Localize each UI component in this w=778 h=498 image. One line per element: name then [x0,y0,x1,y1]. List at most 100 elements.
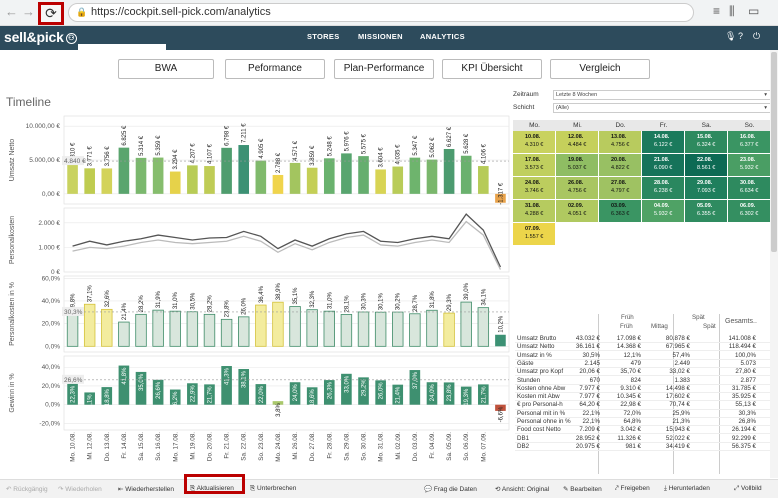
calendar-cell[interactable]: 14.08. 6.122 € [642,131,685,154]
help-icon[interactable]: ? [738,31,744,41]
tab-kpi-uebersicht[interactable]: KPI Übersicht [442,59,542,79]
x-tick-label: Mi. 12.08. [87,432,94,460]
fullscreen-button[interactable]: ⤢ Vollbild [734,485,762,492]
view-original-button[interactable]: ⟲ Ansicht: Original [495,486,550,493]
back-arrow-icon[interactable]: ← [5,4,18,19]
tab-vergleich[interactable]: Vergleich [550,59,650,79]
calendar-cell[interactable]: 20.08. 4.822 € [599,154,642,177]
y-tick-label: 10.000,00 € [26,123,61,130]
zeitraum-label: Zeitraum [513,91,539,98]
calendar-cell[interactable]: 13.08. 4.756 € [599,131,642,154]
data-label: 26,0% [242,297,248,315]
table-group-header: Früh Spät [515,314,775,324]
calendar-cell[interactable]: 07.09. 1.557 € [513,223,556,246]
ask-data-button[interactable]: 💬 Frag die Daten [424,486,477,493]
cell-value: 6.090 € [654,165,673,171]
tab-performance[interactable]: Peformance [225,59,325,79]
cell-value: 35.925 € [731,393,756,401]
undo-button[interactable]: ↶ Rückgängig [6,486,48,493]
cell-value: 67.965 € [665,343,690,351]
calendar-cell[interactable]: 19.08. 5.037 € [556,154,599,177]
nav-stores[interactable]: STORES [307,32,340,41]
calendar-cell[interactable]: 24.08. 3.746 € [513,177,556,200]
calendar-cell[interactable]: 29.08. 7.093 € [685,177,728,200]
refresh-button[interactable]: ⎘ Aktualisieren [190,485,234,492]
bar [152,379,164,405]
calendar-cell[interactable]: 02.09. 4.051 € [556,200,599,223]
calendar-cell[interactable]: 05.09. 6.355 € [685,200,728,223]
nav-analytics[interactable]: ANALYTICS [420,32,465,41]
scrollbar[interactable] [770,50,778,478]
data-label: 32,6% [105,290,111,308]
calendar-cell[interactable]: 17.08. 3.573 € [513,154,556,177]
sidebar-icon[interactable]: ▭ [748,4,760,18]
mic-icon[interactable]: 🎙 [725,31,737,41]
calendar-cell[interactable]: 30.08. 6.634 € [728,177,771,200]
cell-date: 04.09. [654,203,670,209]
menu-icon[interactable]: ≡ [713,4,721,18]
share-button[interactable]: ⤤ Freigeben [615,485,650,492]
calendar-cell[interactable]: 23.08. 5.932 € [728,154,771,177]
data-label: 5.062 € [430,137,436,158]
data-label: 22,9% [190,385,196,403]
bar [392,166,404,194]
x-tick-label: Fr. 04.09. [429,432,436,459]
calendar-cell[interactable]: 15.08. 6.324 € [685,131,728,154]
calendar-cell[interactable]: 28.08. 6.238 € [642,177,685,200]
download-button[interactable]: ⤓ Herunterladen [664,485,710,492]
cell-value: 17.098 € [616,335,641,342]
calendar-cell[interactable]: 31.08. 4.288 € [513,200,556,223]
data-label: 4.035 € [396,144,402,165]
restore-button[interactable]: ⇤ Wiederherstellen [118,486,175,493]
data-label: 28,2% [139,295,145,313]
x-tick-label: Mo. 17.08. [172,432,179,462]
data-label: 3.294 € [173,149,179,170]
bar [169,389,181,405]
schicht-select[interactable]: (Alle) ▾ [553,103,771,113]
row-label: Umsatz in % [517,351,552,359]
calendar-cell[interactable]: 10.08. 4.310 € [513,131,556,154]
edit-button[interactable]: ✎ Bearbeiten [563,486,602,493]
bar [443,148,455,194]
calendar-cell[interactable]: 21.08. 6.090 € [642,154,685,177]
pause-button[interactable]: ⎘ Unterbrechen [250,485,297,492]
row-label: € pro Personal-h [517,401,563,409]
data-label: 37,1% [88,285,94,303]
x-tick-label: Fr. 21.08. [224,432,231,459]
calendar-cell[interactable]: 03.09. 6.363 € [599,200,642,223]
table-row: Kosten mit Abw 7.977 € 10.345 € 17.602 € 35.… [515,393,775,402]
chart-panel-frame [63,275,510,353]
address-bar[interactable]: 🔒 https://cockpit.sell-pick.com/analytic… [68,3,694,22]
calendar-cell[interactable]: 26.08. 4.756 € [556,177,599,200]
calendar-cell[interactable]: 12.08. 4.484 € [556,131,599,154]
calendar-cell[interactable]: 27.08. 4.797 € [599,177,642,200]
redo-button[interactable]: ↷ Wiederholen [58,486,102,493]
library-icon[interactable]: ⫼ [729,4,735,18]
y-tick-label: 0,00 € [42,191,60,198]
calendar-cell[interactable]: 06.09. 6.302 € [728,200,771,223]
data-label: 28,2% [207,295,213,313]
app-logo[interactable]: sell&pick ⚇ [4,29,77,45]
data-label: 6.798 € [225,125,231,146]
row-label: Personal mit in % [517,409,566,417]
scrollbar-thumb[interactable] [771,52,777,252]
zeitraum-select[interactable]: Letzte 8 Wochen ▾ [553,90,771,100]
bar [238,145,250,194]
row-label: Stunden [517,376,541,384]
forward-arrow-icon[interactable]: → [22,4,35,19]
data-label: -6,6% [498,406,504,422]
power-icon[interactable]: ⏻ [753,31,761,41]
row-label: Umsatz pro Kopf [517,368,564,376]
bar [460,386,472,405]
data-label: 18,6% [310,389,316,407]
reload-button[interactable]: ⟳ [38,2,64,25]
x-tick-label: So. 30.08. [361,432,368,461]
data-label: 30,3% [362,292,368,310]
tab-plan-performance[interactable]: Plan-Performance [334,59,434,79]
nav-missionen[interactable]: MISSIONEN [358,32,403,41]
calendar-cell[interactable]: 04.09. 5.932 € [642,200,685,223]
app-header: sell&pick ⚇ STORES MISSIONEN ANALYTICS 🎙 … [0,26,778,52]
calendar-cell[interactable]: 22.08. 8.561 € [685,154,728,177]
tab-bwa[interactable]: BWA [118,59,214,79]
calendar-cell[interactable]: 16.08. 6.377 € [728,131,771,154]
